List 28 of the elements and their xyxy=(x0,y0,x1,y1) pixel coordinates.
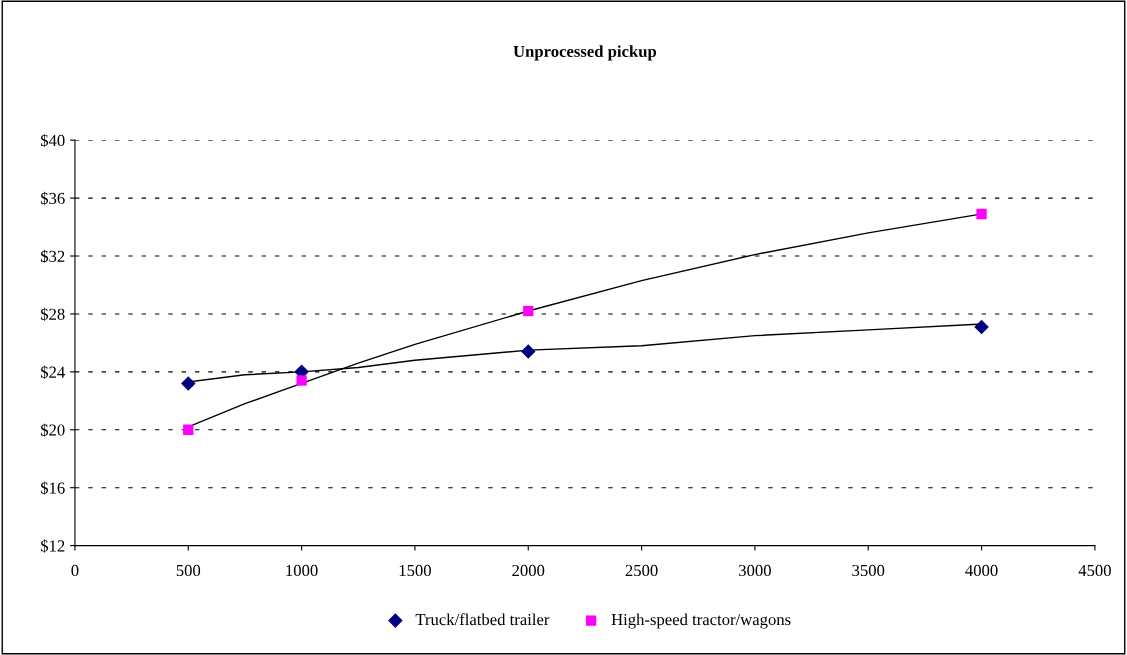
legend-label: Truck/flatbed trailer xyxy=(415,613,550,626)
y-tick-label: $20 xyxy=(40,423,65,437)
point xyxy=(976,208,987,220)
chart-title: Unprocessed pickup xyxy=(513,45,657,61)
point xyxy=(520,344,536,359)
x-tick-label: 1500 xyxy=(399,564,431,577)
y-tick-label: $12 xyxy=(40,539,65,553)
x-tick-label: 4000 xyxy=(965,564,998,577)
x-tick-label: 0 xyxy=(71,564,79,577)
x-tick-label: 2000 xyxy=(512,564,545,577)
point xyxy=(523,305,534,317)
y-tick-label: $16 xyxy=(40,481,65,495)
point xyxy=(180,376,196,391)
x-tick-label: 3500 xyxy=(852,564,885,577)
point xyxy=(183,424,194,435)
y-tick-label: $36 xyxy=(40,191,65,206)
y-tick-label: $32 xyxy=(40,249,65,264)
y-tick-label: $40 xyxy=(40,133,65,148)
point xyxy=(296,375,307,386)
x-tick-label: 4500 xyxy=(1078,564,1111,577)
x-tick-label: 3000 xyxy=(739,564,771,577)
x-tick-label: 500 xyxy=(176,564,201,577)
y-tick-label: $24 xyxy=(40,365,65,379)
y-tick-label: $28 xyxy=(40,307,65,321)
legend-label: High-speed tractor/wagons xyxy=(611,613,791,629)
point xyxy=(974,319,989,335)
x-tick-label: 2500 xyxy=(625,564,658,577)
x-tick-label: 1000 xyxy=(286,564,318,577)
